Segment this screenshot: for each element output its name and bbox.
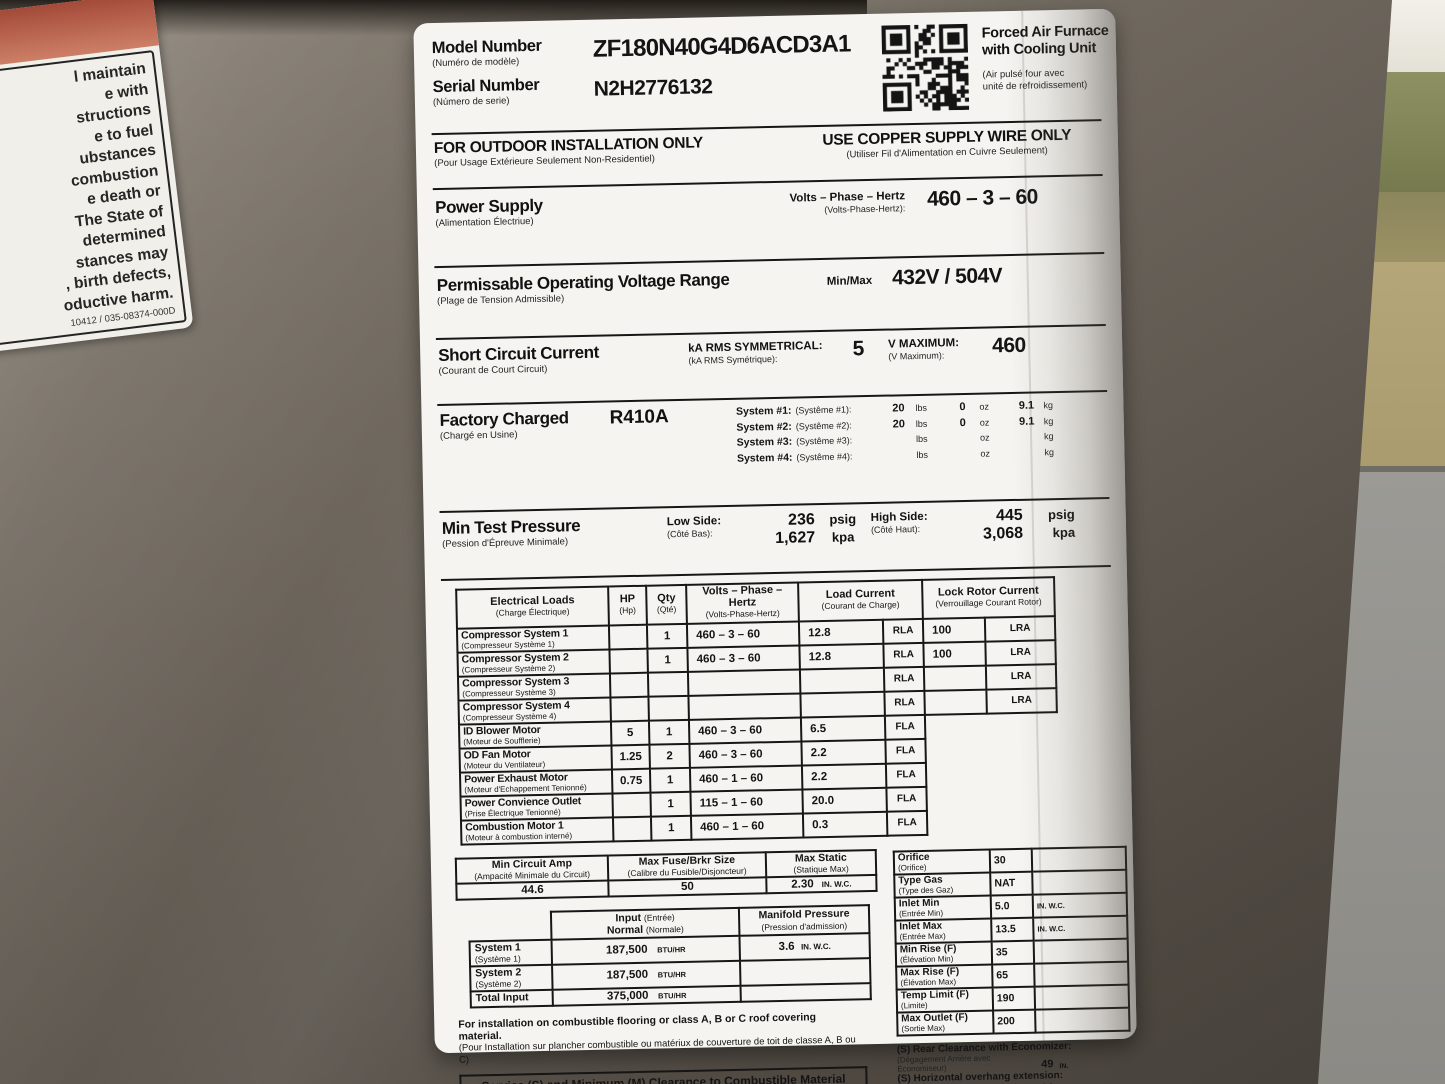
- model-number-label-fr: (Numéro de modèle): [432, 56, 520, 70]
- ka-rms-value: 5: [852, 337, 865, 361]
- combustible-note: For installation on combustible flooring…: [458, 1010, 856, 1066]
- clearance-table: Service (S) and Minimum (M) Clearance to…: [459, 1066, 869, 1084]
- v-max-label-fr: (V Maximum):: [888, 350, 945, 362]
- high-side-psig: 445: [995, 506, 1023, 525]
- product-title-fr: (Air pulsé four avec unité de refroidiss…: [982, 67, 1088, 93]
- max-static-value: 2.30 IN. W.C.: [766, 874, 877, 893]
- kpa-unit: kpa: [831, 529, 855, 545]
- refrigerant-type: R410A: [609, 406, 669, 429]
- furnace-data-label: Model Number (Numéro de modèle) Serial N…: [413, 8, 1137, 1084]
- product-title-line2: with Cooling Unit: [981, 40, 1097, 59]
- serial-number-value: N2H2776132: [593, 75, 713, 101]
- electrical-loads-table: Electrical Loads (Charge Électrique) HP (H…: [455, 576, 1060, 845]
- v-max-value: 460: [991, 333, 1026, 358]
- qr-code: [881, 23, 970, 112]
- low-side-label-fr: (Côté Bas):: [666, 528, 713, 540]
- psig-unit: psig: [829, 511, 857, 527]
- low-side-kpa: 1,627: [774, 529, 816, 547]
- voltage-range-value: 432V / 504V: [891, 264, 1003, 290]
- electrical-loads-table-wrap: Electrical Loads (Charge Électrique) HP (H…: [441, 567, 1117, 851]
- ka-rms-label-fr: (kA RMS Symétrique):: [688, 353, 778, 366]
- power-supply-section: Power Supply (Alimentation Électriue) Vo…: [432, 176, 1105, 269]
- power-supply-value: 460 – 3 – 60: [926, 185, 1039, 211]
- max-fuse-value: 50: [608, 876, 767, 897]
- pavement-edge: [1305, 466, 1445, 476]
- model-number-value: ZF180N40G4D6ACD3A1: [592, 30, 851, 63]
- input-table: Input (Entrée) Normal (Normale) Manifold …: [468, 904, 872, 1008]
- header-section: Model Number (Numéro de modèle) Serial N…: [429, 15, 1109, 136]
- low-side-psig: 236: [787, 511, 815, 529]
- min-circuit-table: Min Circuit Amp (Ampacité Minimale du Cir…: [455, 848, 878, 900]
- warning-label-text: l maintain e with structions e to fuel u…: [0, 49, 187, 347]
- factory-charged-section: Factory Charged (Chargé en Usine) R410A …: [437, 392, 1110, 514]
- clearance-notes: (S) Rear Clearance with Economizer: (Dég…: [897, 1039, 1134, 1084]
- min-circuit-amp-value: 44.6: [456, 880, 609, 900]
- lower-section: Min Circuit Amp (Ampacité Minimale du Cir…: [447, 843, 1130, 1084]
- serial-number-label-fr: (Número de serie): [432, 95, 510, 109]
- high-side-kpa: 3,068: [982, 524, 1024, 543]
- gas-data-table: Orifice (Orifice) 30 Type Gas (Type des Gaz…: [893, 845, 1131, 1036]
- factory-charged-title-fr: (Chargé en Usine): [439, 429, 518, 442]
- high-side-label-fr: (Côté Haut):: [870, 523, 921, 535]
- vph-label-fr: (Volts-Phase-Hertz):: [824, 203, 906, 215]
- gas-row: Max Outlet (F) (Sortie Max) 200: [897, 1007, 1130, 1036]
- minmax-label: Min/Max: [826, 274, 873, 288]
